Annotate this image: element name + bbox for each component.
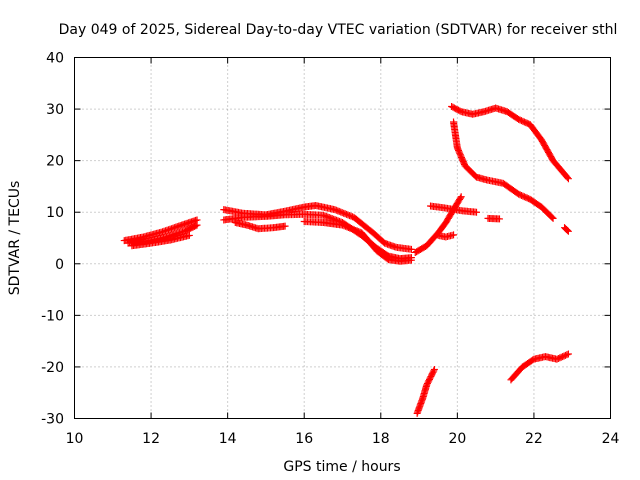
- series-arc-13: [450, 118, 557, 222]
- data-point-marker: [193, 221, 201, 229]
- series-arc-7: [300, 217, 415, 265]
- y-tick-label: 10: [46, 205, 64, 221]
- series-arc-8: [411, 193, 465, 256]
- data-point-marker: [185, 231, 193, 239]
- series-arc-15: [413, 366, 438, 417]
- grid-lines: [74, 57, 611, 419]
- x-tick-label: 14: [219, 431, 237, 447]
- y-tick-label: -30: [41, 412, 64, 428]
- series-arc-12: [448, 102, 572, 183]
- series-arc-3: [128, 231, 193, 250]
- x-tick-labels: 10 12 14 16 18 20 22 24: [66, 431, 620, 447]
- x-tick-label: 24: [602, 431, 620, 447]
- data-point-marker: [192, 222, 200, 230]
- x-axis-label: GPS time / hours: [283, 459, 400, 475]
- plot-frame: [74, 57, 611, 419]
- data-point-marker: [281, 222, 289, 230]
- x-tick-label: 22: [525, 431, 543, 447]
- y-tick-label: 0: [55, 257, 64, 273]
- data-point-marker: [457, 193, 465, 201]
- series-arc-6: [231, 219, 289, 233]
- data-point-marker: [563, 226, 571, 234]
- data-point-marker: [564, 350, 572, 358]
- x-tick-label: 20: [448, 431, 466, 447]
- series-arc-9: [434, 231, 458, 241]
- data-point-marker: [564, 175, 572, 183]
- data-points: [120, 102, 572, 417]
- data-point-marker: [456, 194, 464, 202]
- data-point-marker: [407, 245, 415, 253]
- data-point-marker: [430, 367, 438, 375]
- data-point-marker: [563, 351, 571, 359]
- x-tick-label: 12: [142, 431, 160, 447]
- y-tick-label: 40: [46, 51, 64, 67]
- series-arc-10: [427, 202, 480, 216]
- series-arc-14: [561, 224, 572, 235]
- series-arc-16: [507, 350, 572, 384]
- y-tick-labels: -30 -20 -10 0 10 20 30 40: [41, 51, 64, 428]
- x-tick-label: 16: [295, 431, 313, 447]
- data-point-marker: [473, 208, 480, 216]
- data-point-marker: [548, 213, 556, 221]
- x-tick-label: 10: [66, 431, 84, 447]
- data-point-marker: [563, 173, 571, 181]
- y-tick-label: -20: [41, 360, 64, 376]
- series-arc-11: [484, 214, 503, 223]
- data-point-marker: [407, 256, 415, 264]
- data-point-marker: [549, 214, 557, 222]
- data-point-marker: [450, 231, 458, 239]
- x-tick-label: 18: [372, 431, 390, 447]
- chart-title: Day 049 of 2025, Sidereal Day-to-day VTE…: [59, 22, 618, 38]
- data-point-marker: [495, 215, 503, 223]
- y-axis-label: SDTVAR / TECUs: [7, 181, 23, 296]
- y-tick-label: 20: [46, 154, 64, 170]
- y-tick-label: -10: [41, 308, 64, 324]
- y-tick-label: 30: [46, 102, 64, 118]
- data-point-marker: [564, 227, 572, 235]
- data-point-marker: [430, 366, 438, 374]
